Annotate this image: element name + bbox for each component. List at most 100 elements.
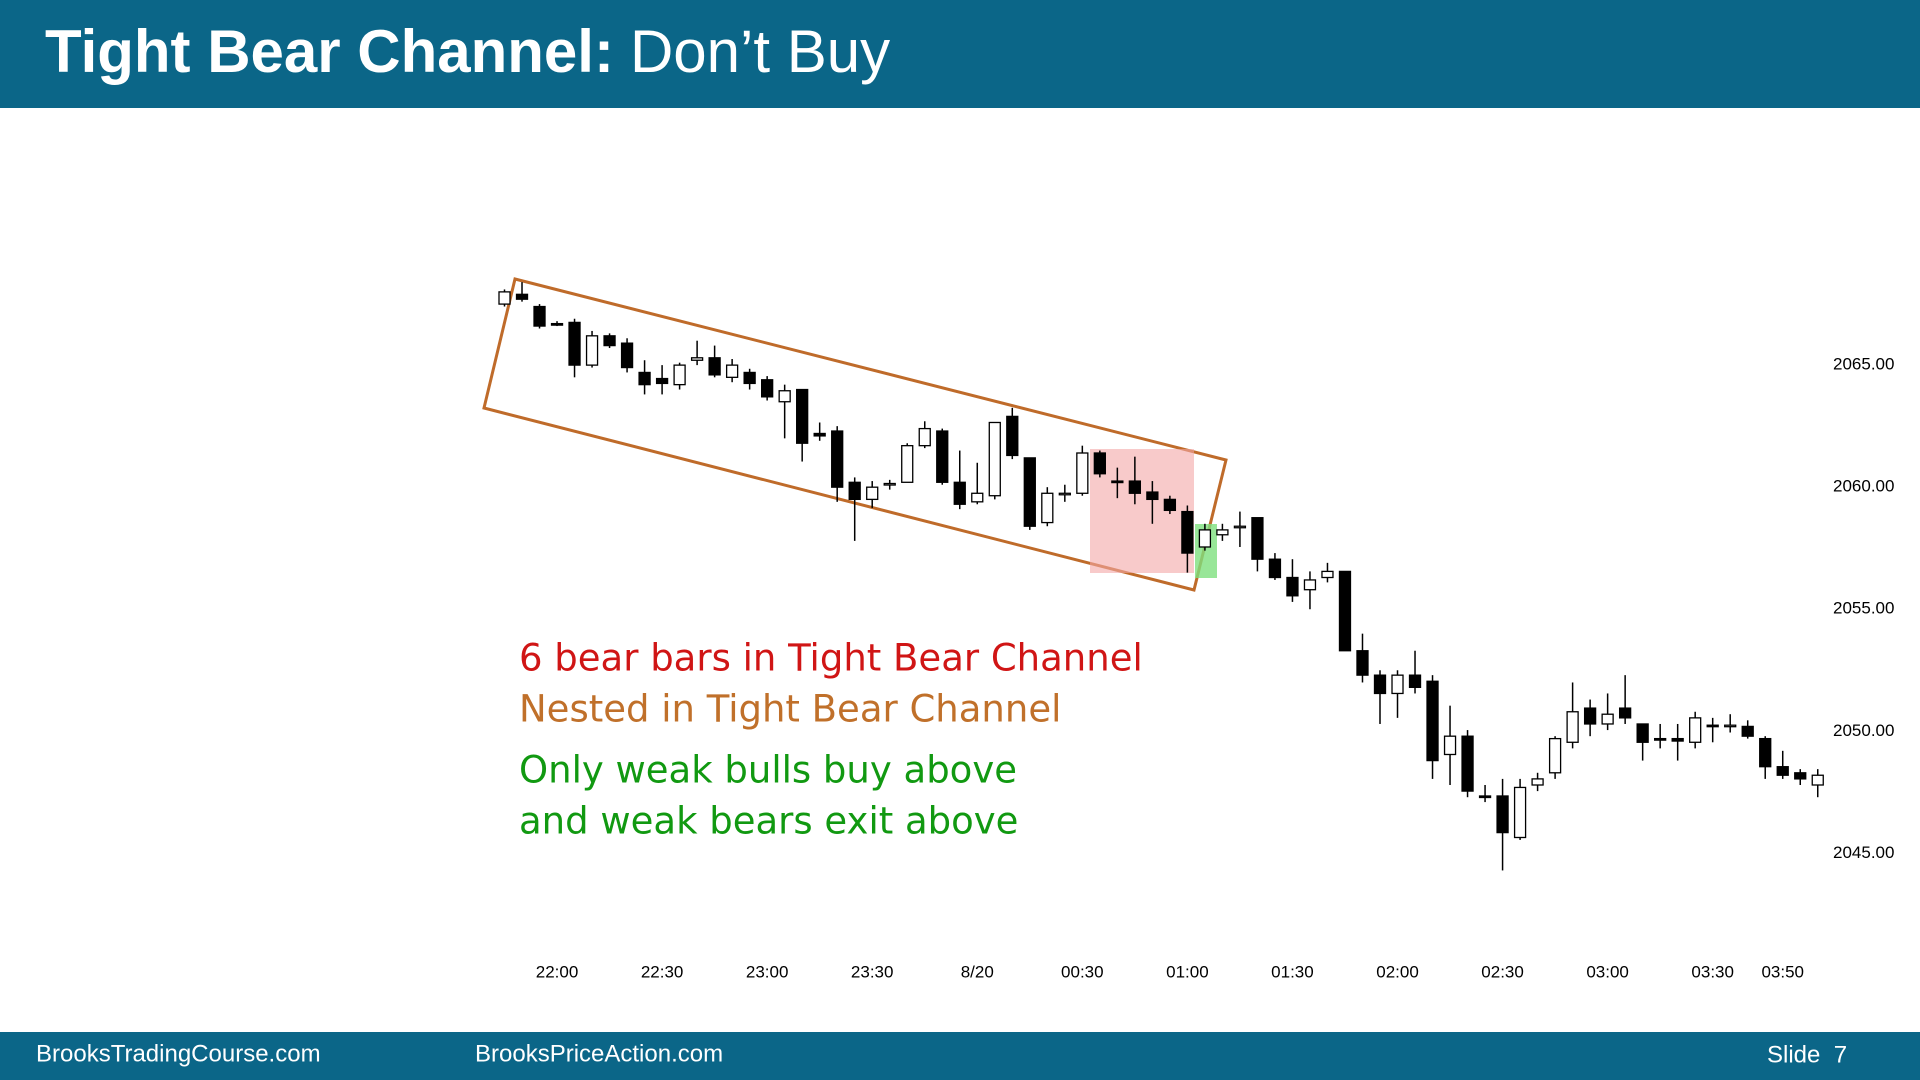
x-tick-label: 03:50 (1761, 962, 1804, 981)
candle-body (971, 492, 984, 503)
candle-body (1671, 737, 1684, 742)
candle-body (848, 481, 861, 501)
candle-body (1478, 795, 1492, 799)
candle-body (1618, 707, 1632, 719)
candle-body (1811, 774, 1824, 786)
candle-body (585, 335, 599, 366)
candle-body (883, 482, 896, 486)
title-rest: Don’t Buy (630, 18, 890, 85)
x-tick-label: 23:30 (851, 962, 894, 981)
x-tick-label: 23:00 (746, 962, 789, 981)
candle-body (936, 430, 949, 483)
candle-body (1303, 579, 1317, 591)
annotation: 6 bear bars in Tight Bear Channel (519, 637, 1143, 680)
candle-body (1268, 558, 1282, 579)
candle-body (1356, 650, 1369, 676)
y-tick-label: 2060.00 (1833, 477, 1894, 496)
x-tick-label: 02:30 (1481, 962, 1524, 981)
candle-body (1338, 570, 1352, 652)
candle-body (620, 342, 634, 369)
candle-body (1181, 510, 1194, 554)
footer-link: BrooksPriceAction.com (475, 1040, 723, 1067)
candle-body (1566, 711, 1579, 743)
x-tick-label: 02:00 (1376, 962, 1419, 981)
slide-title: Tight Bear Channel: Don’t Buy (45, 18, 890, 85)
candle-body (515, 293, 529, 300)
candle-body (831, 430, 844, 488)
channel-outline (482, 277, 1228, 592)
x-tick-label: 8/20 (961, 962, 994, 981)
candle-body (1794, 772, 1807, 780)
candle-body (1741, 725, 1754, 737)
footer-bar (0, 1032, 1920, 1080)
candle-body (673, 364, 686, 386)
candle-body (1128, 480, 1142, 494)
candle-body (568, 321, 581, 366)
x-tick-label: 22:00 (536, 962, 579, 981)
annotation: Nested in Tight Bear Channel (519, 688, 1061, 731)
candle-body (1163, 498, 1177, 512)
x-tick-label: 03:30 (1691, 962, 1734, 981)
x-tick-label: 03:00 (1586, 962, 1629, 981)
candle-body (1689, 717, 1702, 743)
candle-body (761, 379, 774, 398)
x-tick-label: 00:30 (1061, 962, 1104, 981)
header-bar (0, 0, 1920, 108)
candle-body (1408, 674, 1422, 689)
candle-body (778, 390, 791, 403)
candle-body (1776, 766, 1789, 776)
candle-body (1496, 795, 1509, 834)
candle-body (918, 427, 931, 447)
candle-body (1286, 576, 1299, 597)
candle-body (1759, 737, 1772, 768)
candle-body (1111, 480, 1124, 484)
candle-body (1461, 735, 1474, 792)
annotation: and weak bears exit above (519, 800, 1018, 843)
bear-bars-highlight (1090, 449, 1194, 573)
candle-body (1006, 415, 1019, 457)
candle-body (603, 335, 616, 347)
candle-body (638, 371, 651, 386)
candle-body (866, 486, 879, 501)
candle-body (813, 432, 826, 437)
title-bold: Tight Bear Channel: (45, 18, 614, 85)
candle-body (1251, 517, 1264, 560)
x-tick-label: 22:30 (641, 962, 684, 981)
candle-body (1654, 737, 1667, 741)
x-tick-label: 01:30 (1271, 962, 1314, 981)
y-tick-label: 2065.00 (1833, 355, 1894, 374)
y-tick-label: 2045.00 (1833, 843, 1894, 862)
y-tick-label: 2050.00 (1833, 721, 1894, 740)
candle-body (1093, 452, 1106, 475)
candle-body (1216, 529, 1229, 536)
candle-body (1724, 724, 1737, 728)
candle-body (655, 377, 669, 385)
candle-body (1583, 707, 1597, 725)
candle-body (550, 322, 564, 326)
candle-body (743, 371, 756, 385)
candle-body (1058, 492, 1071, 496)
candle-body (1373, 674, 1387, 695)
annotation: Only weak bulls buy above (519, 749, 1017, 792)
candle-body (498, 291, 511, 305)
candle-body (1391, 674, 1404, 695)
candle-body (1513, 786, 1527, 839)
candle-body (690, 357, 704, 361)
candle-body (1548, 737, 1562, 774)
candle-body (1041, 492, 1054, 524)
candle-body (1198, 529, 1212, 548)
candle-body (1076, 452, 1089, 494)
footer-link: BrooksTradingCourse.com (36, 1040, 321, 1067)
candle-body (1321, 570, 1334, 579)
candle-body (1233, 525, 1247, 529)
candle-body (1636, 723, 1649, 743)
candle-body (796, 388, 809, 444)
candle-body (1146, 491, 1159, 501)
candle-body (1443, 735, 1457, 756)
candle-body (1023, 457, 1036, 527)
candle-body (1426, 680, 1439, 762)
y-tick-label: 2055.00 (1833, 599, 1894, 618)
candle-body (1706, 724, 1719, 728)
candle-body (725, 364, 739, 378)
